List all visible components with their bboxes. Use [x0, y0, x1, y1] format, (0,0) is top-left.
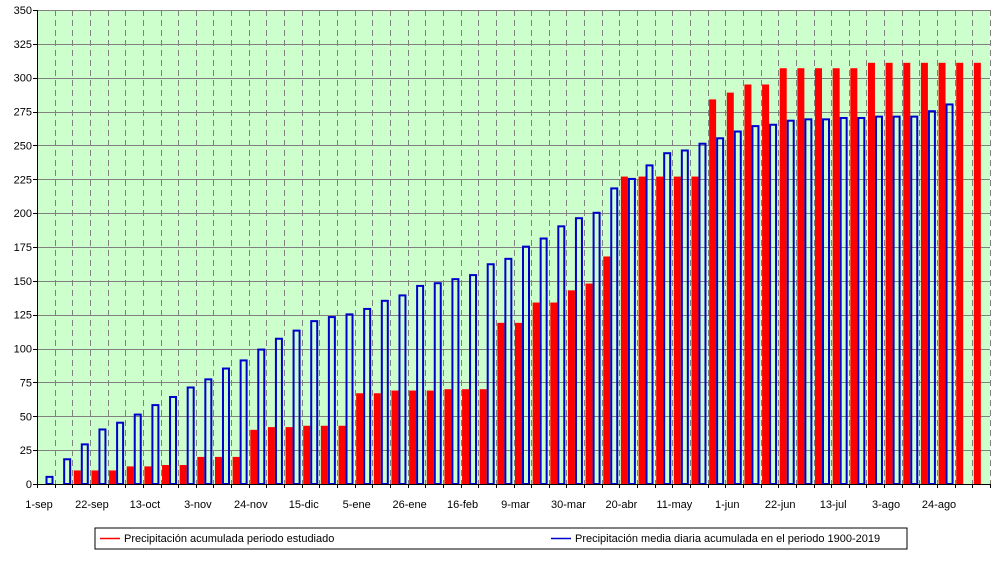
- bar-studied: [638, 176, 646, 484]
- y-tick-label: 250: [14, 140, 32, 152]
- bar-studied: [973, 62, 981, 485]
- x-tick-label: 20-abr: [605, 499, 637, 511]
- bar-studied: [179, 465, 187, 484]
- x-tick-label: 26-ene: [392, 499, 426, 511]
- legend-label-studied: Precipitación acumulada periodo estudiad…: [124, 533, 334, 545]
- bar-studied: [903, 62, 911, 485]
- y-tick-labels: 0 25 50 75 100 125 150 175 200 225 250 275 300 325 350: [14, 5, 32, 491]
- y-tick-label: 125: [14, 310, 32, 322]
- y-tick-label: 150: [14, 276, 32, 288]
- x-tick-label: 1-jun: [715, 499, 739, 511]
- bar-studied: [144, 466, 152, 484]
- y-tick-label: 350: [14, 5, 32, 17]
- x-tick-label: 16-feb: [447, 499, 478, 511]
- y-tick-label: 175: [14, 242, 32, 254]
- bar-studied: [515, 322, 522, 484]
- legend: Precipitación acumulada periodo estudiad…: [94, 527, 908, 550]
- grid-lines: [37, 10, 991, 485]
- bar-studied: [444, 389, 452, 484]
- bar-studied: [585, 283, 593, 484]
- bar-studied: [656, 176, 664, 484]
- legend-label-mean: Precipitación media diaria acumulada en …: [575, 533, 880, 545]
- x-tick-label: 24-ago: [922, 499, 956, 511]
- y-tick-label: 100: [14, 344, 32, 356]
- bar-studied: [567, 290, 575, 484]
- bar-studied: [320, 425, 328, 484]
- x-tick-label: 13-oct: [130, 499, 161, 511]
- bars: [45, 62, 981, 486]
- x-tick-label: 22-jun: [765, 499, 796, 511]
- bar-studied: [462, 389, 470, 484]
- y-tick-label: 200: [14, 208, 32, 220]
- y-tick-label: 25: [20, 445, 32, 457]
- x-tick-label: 22-sep: [75, 499, 109, 511]
- x-tick-label: 3-nov: [184, 499, 212, 511]
- bar-studied: [373, 393, 381, 484]
- y-tick-label: 300: [14, 73, 32, 85]
- bar-studied: [920, 62, 928, 485]
- bar-studied: [356, 393, 364, 484]
- bar-studied: [250, 429, 258, 484]
- bar-studied: [532, 302, 540, 484]
- y-tick-label: 275: [14, 107, 32, 119]
- bar-studied: [479, 389, 487, 484]
- bar-studied: [550, 302, 558, 484]
- bar-studied: [850, 68, 858, 484]
- bar-studied: [691, 176, 699, 484]
- bar-studied: [91, 470, 99, 484]
- bar-studied: [867, 62, 875, 485]
- axes: [33, 10, 991, 488]
- x-tick-label: 3-ago: [872, 499, 900, 511]
- y-tick-label: 325: [14, 39, 32, 51]
- bar-studied: [762, 84, 770, 484]
- bar-studied: [603, 256, 611, 484]
- bar-studied: [391, 390, 399, 484]
- bar-studied: [214, 456, 222, 484]
- x-tick-label: 13-jul: [820, 499, 847, 511]
- bar-studied: [709, 99, 717, 484]
- bar-studied: [620, 176, 628, 484]
- x-tick-label: 15-dic: [289, 499, 319, 511]
- x-tick-label: 30-mar: [551, 499, 586, 511]
- bar-studied: [885, 62, 893, 485]
- bar-studied: [126, 466, 134, 484]
- x-tick-label: 1-sep: [25, 499, 53, 511]
- bar-studied: [726, 92, 734, 485]
- x-tick-label: 11-may: [656, 499, 692, 511]
- y-tick-label: 225: [14, 174, 32, 186]
- x-tick-label: 24-nov: [234, 499, 268, 511]
- bar-studied: [744, 84, 752, 484]
- y-tick-label: 75: [20, 377, 32, 389]
- bar-studied: [497, 322, 505, 484]
- bar-studied: [109, 470, 117, 484]
- bar-studied: [303, 425, 311, 484]
- x-tick-label: 9-mar: [501, 499, 530, 511]
- bar-studied: [73, 470, 81, 484]
- y-tick-label: 50: [20, 411, 32, 423]
- bar-studied: [267, 427, 275, 484]
- legend-box: [94, 527, 908, 550]
- bar-studied: [673, 176, 681, 484]
- bar-studied: [938, 62, 946, 485]
- x-tick-labels: 1-sep 22-sep 13-oct 3-nov 24-nov 15-dic 5-ene 2…: [25, 499, 956, 511]
- y-tick-label: 0: [26, 479, 32, 491]
- bar-studied: [285, 427, 293, 484]
- bar-studied: [232, 456, 240, 484]
- bar-studied: [779, 68, 787, 484]
- bar-studied: [956, 62, 964, 485]
- bar-studied: [197, 456, 205, 484]
- x-tick-label: 5-ene: [343, 499, 371, 511]
- bar-studied: [426, 390, 434, 484]
- bar-studied: [815, 68, 823, 484]
- bar-studied: [338, 425, 346, 484]
- bar-studied: [832, 68, 840, 484]
- bar-studied: [409, 390, 417, 484]
- bar-studied: [162, 465, 170, 484]
- bar-studied: [797, 68, 805, 484]
